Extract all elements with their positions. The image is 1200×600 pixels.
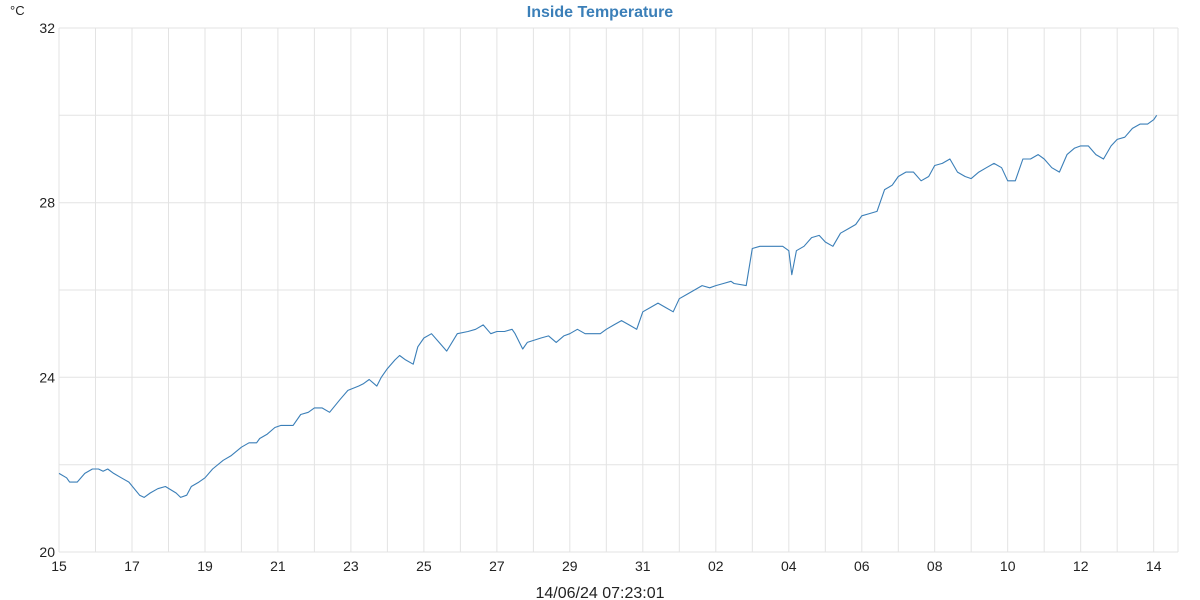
y-tick-label: 32 xyxy=(39,20,55,36)
timestamp-label: 14/06/24 07:23:01 xyxy=(535,585,664,600)
x-tick-label: 06 xyxy=(854,558,870,574)
y-tick-label: 28 xyxy=(39,195,55,211)
x-tick-label: 17 xyxy=(124,558,140,574)
x-tick-label: 04 xyxy=(781,558,797,574)
x-tick-label: 12 xyxy=(1073,558,1089,574)
y-tick-label: 24 xyxy=(39,369,55,385)
y-tick-labels: 20 24 28 32 xyxy=(39,20,55,560)
chart-title: Inside Temperature xyxy=(527,4,674,21)
x-tick-label: 21 xyxy=(270,558,286,574)
x-tick-label: 31 xyxy=(635,558,651,574)
series-layer xyxy=(58,114,1158,498)
x-tick-label: 15 xyxy=(51,558,67,574)
x-tick-label: 10 xyxy=(1000,558,1016,574)
x-tick-labels: 15 17 19 21 23 25 27 29 31 02 04 06 08 10 12 14 xyxy=(51,558,1161,574)
x-tick-label: 02 xyxy=(708,558,724,574)
x-tick-label: 25 xyxy=(416,558,432,574)
x-tick-label: 08 xyxy=(927,558,943,574)
x-tick-label: 29 xyxy=(562,558,578,574)
x-tick-label: 14 xyxy=(1146,558,1162,574)
x-tick-label: 27 xyxy=(489,558,505,574)
grid xyxy=(58,27,1179,553)
series-line-inside-temperature xyxy=(58,114,1158,498)
y-tick-label: 20 xyxy=(39,544,55,560)
x-tick-label: 19 xyxy=(197,558,213,574)
x-tick-label: 23 xyxy=(343,558,359,574)
y-axis-unit: °C xyxy=(10,3,25,18)
